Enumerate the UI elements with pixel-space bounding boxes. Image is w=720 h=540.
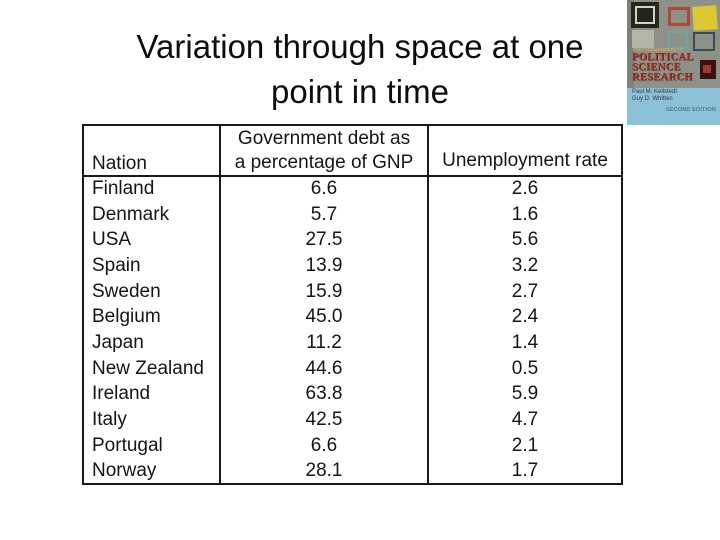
cover-author1: Paul M. Kellstedt	[632, 89, 678, 95]
debt-cell: 15.9	[219, 278, 429, 305]
unemployment-cell: 4.7	[427, 407, 623, 433]
unemployment-cell: 3.2	[427, 253, 623, 279]
table-row: Sweden 15.9 2.7	[82, 278, 623, 305]
cover-red-outline-square-icon	[668, 7, 690, 26]
nation-cell: Italy	[82, 407, 221, 433]
cover-blue-band	[627, 88, 720, 125]
nation-cell: New Zealand	[82, 355, 221, 382]
cover-authors: Paul M. Kellstedt Guy D. Whitten	[632, 89, 677, 103]
cover-edition-label: SECOND EDITION	[665, 107, 716, 113]
cover-framed-square-icon	[631, 2, 659, 28]
table-row: Belgium 45.0 2.4	[82, 304, 623, 331]
table-row: Finland 6.6 2.6	[82, 176, 623, 202]
table-row: USA 27.5 5.6	[82, 227, 623, 254]
unemployment-cell: 0.5	[427, 355, 623, 382]
unemployment-cell: 5.9	[427, 381, 623, 408]
table-row: Norway 28.1 1.7	[82, 458, 623, 485]
cover-title-line3: RESEARCH	[632, 72, 693, 83]
cover-teal-outline-square-icon	[668, 31, 688, 49]
unemployment-cell: 1.7	[427, 458, 623, 485]
debt-cell: 63.8	[219, 381, 429, 408]
nation-cell: Sweden	[82, 278, 221, 305]
cover-left-edge	[627, 0, 634, 88]
debt-cell: 44.6	[219, 355, 429, 382]
nation-cell: Ireland	[82, 381, 221, 408]
table-row: Portugal 6.6 2.1	[82, 432, 623, 459]
debt-cell: 6.6	[219, 432, 429, 459]
debt-cell: 27.5	[219, 227, 429, 254]
table-row: Japan 11.2 1.4	[82, 330, 623, 356]
debt-cell: 11.2	[219, 330, 429, 356]
nation-cell: USA	[82, 227, 221, 254]
nation-cell: Portugal	[82, 432, 221, 459]
column-header-debt: Government debt as a percentage of GNP	[219, 125, 429, 177]
column-header-unemployment: Unemployment rate	[427, 125, 623, 177]
debt-cell: 45.0	[219, 304, 429, 331]
cover-title-line1: POLITICAL	[632, 52, 694, 63]
nation-cell: Denmark	[82, 201, 221, 228]
column-header-nation: Nation	[82, 125, 221, 177]
nation-cell: Finland	[82, 176, 221, 202]
debt-cell: 42.5	[219, 407, 429, 433]
nation-cell: Japan	[82, 330, 221, 356]
table-header-row: Nation Government debt as a percentage of…	[82, 125, 623, 177]
debt-cell: 13.9	[219, 253, 429, 279]
cover-author2: Guy D. Whitten	[632, 96, 673, 102]
nation-cell: Belgium	[82, 304, 221, 331]
nation-cell: Norway	[82, 458, 221, 485]
unemployment-cell: 2.4	[427, 304, 623, 331]
unemployment-cell: 2.6	[427, 176, 623, 202]
unemployment-cell: 5.6	[427, 227, 623, 254]
unemployment-cell: 2.7	[427, 278, 623, 305]
table-row: Italy 42.5 4.7	[82, 407, 623, 433]
cover-navy-outline-square-icon	[693, 32, 715, 51]
cover-maroon-square-icon	[700, 60, 716, 79]
nation-cell: Spain	[82, 253, 221, 279]
table-row: Spain 13.9 3.2	[82, 253, 623, 279]
page-title: Variation through space at one point in t…	[0, 24, 720, 114]
table-row: Denmark 5.7 1.6	[82, 201, 623, 228]
debt-cell: 28.1	[219, 458, 429, 485]
unemployment-cell: 2.1	[427, 432, 623, 459]
page-title-line2: point in time	[271, 73, 449, 110]
cover-book-title: POLITICAL SCIENCE RESEARCH	[632, 52, 694, 83]
cover-gray-square-icon	[632, 30, 654, 48]
book-cover-image: The Fundamentals of POLITICAL SCIENCE RESE…	[627, 0, 720, 125]
table-row: Ireland 63.8 5.9	[82, 381, 623, 408]
data-table: Nation Government debt as a percentage of…	[82, 124, 623, 486]
column-header-debt-line1: Government debt as	[237, 127, 411, 149]
cover-title-line2: SCIENCE	[632, 62, 681, 73]
table-row: New Zealand 44.6 0.5	[82, 355, 623, 382]
cover-series-title: The Fundamentals of	[632, 47, 683, 53]
unemployment-cell: 1.4	[427, 330, 623, 356]
column-header-debt-line2: a percentage of GNP	[234, 151, 414, 173]
cover-yellow-square-icon	[692, 5, 718, 31]
debt-cell: 6.6	[219, 176, 429, 202]
debt-cell: 5.7	[219, 201, 429, 228]
unemployment-cell: 1.6	[427, 201, 623, 228]
page-title-line1: Variation through space at one	[136, 28, 584, 65]
